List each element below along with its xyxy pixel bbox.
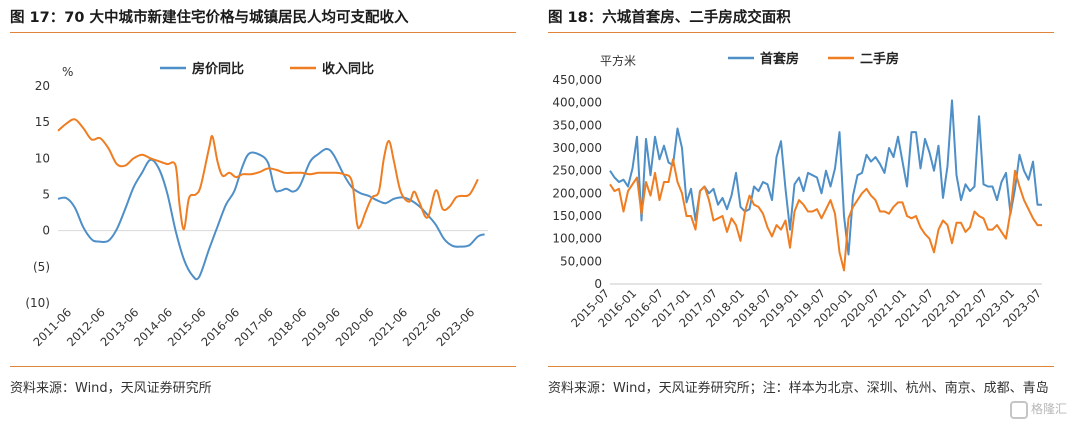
watermark-logo: 格隆汇: [1010, 400, 1076, 424]
right-chart-panel: 图 18：六城首套房、二手房成交面积 平方米 450,000 400,000 350,…: [548, 0, 1068, 432]
logo-icon: [1010, 400, 1028, 419]
left-y-tick-label: (5): [33, 260, 50, 274]
right-y-tick-label: 100,000: [552, 232, 602, 246]
left-legend-label: 收入同比: [322, 61, 374, 77]
right-y-tick-label: 400,000: [552, 96, 602, 110]
right-y-tick-label: 350,000: [552, 118, 602, 132]
left-y-tick-label: (10): [25, 296, 50, 310]
left-y-tick-label: 20: [35, 79, 50, 93]
right-y-tick-label: 0: [594, 277, 602, 291]
left-unit-label: %: [62, 65, 73, 79]
right-y-tick-label: 450,000: [552, 73, 602, 87]
left-source-note: 资料来源：Wind，天风证券研究所: [10, 381, 212, 396]
right-y-tick-label: 250,000: [552, 164, 602, 178]
left-line-chart: %20151050(5)(10)2011-062012-062013-06201…: [25, 61, 488, 349]
right-title-divider: [548, 32, 1054, 33]
right-y-tick-label: 300,000: [552, 141, 602, 155]
right-chart-title: 图 18：六城首套房、二手房成交面积: [548, 10, 791, 26]
left-legend-label: 房价同比: [192, 61, 244, 77]
left-series-line-2: [57, 118, 479, 231]
right-y-tick-label: 50,000: [560, 254, 602, 268]
right-legend-label: 二手房: [860, 51, 899, 67]
left-y-tick-label: 5: [42, 188, 50, 202]
left-y-tick-label: 15: [35, 115, 50, 129]
left-y-tick-label: 0: [42, 224, 50, 238]
right-series-line-2: [609, 158, 1042, 272]
right-y-tick-label: 200,000: [552, 186, 602, 200]
right-source-note: 资料来源：Wind，天风证券研究所；注：样本为北京、深圳、杭州、南京、成都、青岛: [548, 381, 1049, 396]
right-source-divider: [548, 366, 1054, 367]
right-y-tick-label: 150,000: [552, 209, 602, 223]
left-chart-panel: 图 17：70 大中城市新建住宅价格与城镇居民人均可支配收入 % 20 15 10 5 0…: [10, 0, 530, 432]
right-legend-label: 首套房: [760, 51, 799, 67]
left-source-divider: [10, 366, 516, 367]
left-title-divider: [10, 32, 516, 33]
right-series-line-1: [609, 99, 1042, 256]
left-y-tick-label: 10: [35, 151, 50, 165]
watermark-text: 格隆汇: [1031, 402, 1068, 416]
left-series-line-1: [57, 147, 485, 281]
left-chart-title: 图 17：70 大中城市新建住宅价格与城镇居民人均可支配收入: [10, 10, 409, 26]
right-line-chart: 平方米 450,000 400,000 350,000 300,000 250,000 20…: [552, 51, 1044, 330]
right-unit-label: 平方米: [600, 53, 636, 68]
